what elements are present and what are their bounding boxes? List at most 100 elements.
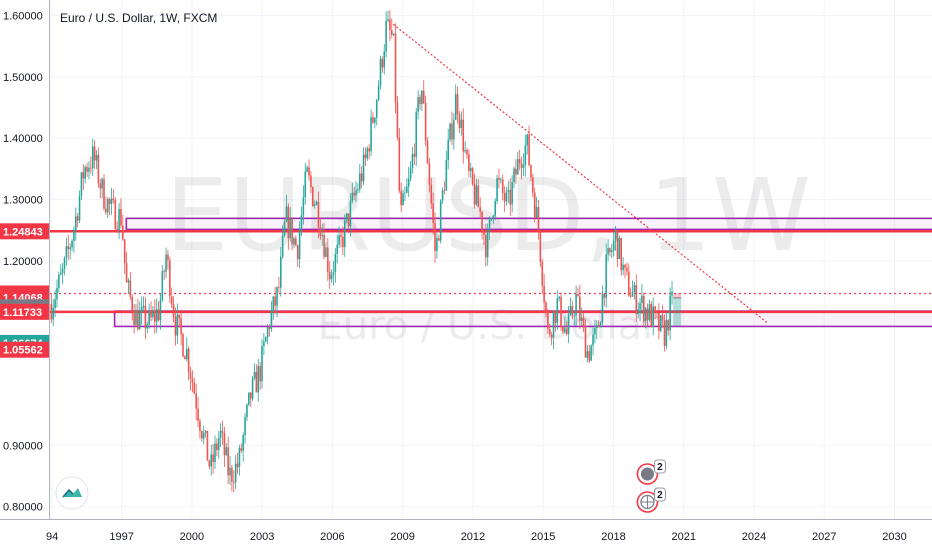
candle-body [323,235,325,257]
candle-body [127,280,130,283]
candle-body [475,185,478,205]
candle-body [573,315,576,317]
tradingview-logo[interactable] [55,476,89,510]
candle-body [492,215,495,218]
candle-body [432,203,434,223]
candle-body [351,192,354,201]
candle-body [413,153,416,157]
candle-body [648,303,651,320]
candle-body [607,248,609,255]
candle-body [244,417,246,436]
candle-body [646,308,649,320]
candle-body [54,299,56,308]
candle-body [353,192,355,196]
candle-body [281,235,284,257]
candle-body [74,216,77,230]
candle-body [246,404,248,418]
candle-body [155,309,158,322]
earnings-icon[interactable]: 2 [636,487,666,513]
candle-body [330,274,333,280]
candle-body [345,213,348,221]
candle-body [274,296,276,306]
candle-body [516,159,519,175]
candle-body [91,146,94,169]
candle-body [257,366,260,393]
y-tick-label: 1.60000 [3,10,43,22]
candle-body [296,245,299,260]
event-markers[interactable]: 22 [636,459,666,513]
candle-body [577,294,579,297]
candle-body [315,201,318,205]
x-axis-ticks: 94 1997 2000 2003 2006 2009 2012 2015 2018 2021 20… [46,531,907,543]
candle-body [407,178,410,187]
candle-body [635,285,638,315]
candle-body [528,134,530,166]
price-tag: 1.11733 [0,303,49,320]
candle-body [180,318,182,335]
candle-body [110,198,113,204]
candle-body [599,322,602,328]
candle-body [639,303,641,310]
candle-body [547,311,549,329]
candle-body [374,117,376,123]
candle-body [456,94,459,115]
candle-body [116,228,118,231]
candle-body [554,311,557,323]
axes [0,0,932,520]
candle-body [543,285,545,303]
y-tick-label: 0.90000 [3,440,43,452]
candle-body [622,264,624,271]
candle-body [513,168,515,183]
dividend-icon[interactable]: 2 [636,459,666,485]
candles [50,10,673,493]
candle-body [441,190,444,201]
candle-body [189,372,192,379]
horizontal-lines[interactable] [49,230,932,314]
candle-body [172,304,175,318]
candle-body [317,201,320,228]
candle-body [488,219,491,232]
candle-body [520,163,523,168]
candle-body [95,154,98,161]
candle-body [347,213,350,227]
candle-body [661,315,664,321]
candle-body [468,154,470,172]
candle-body [601,293,604,323]
candle-body [494,201,497,216]
candle-body [153,311,156,322]
candle-body [390,30,393,35]
candle-body [103,178,105,209]
candle-body [518,159,521,164]
candle-body [594,328,596,335]
candle-body [629,295,632,297]
candle-body [379,58,382,86]
candle-body [377,85,380,101]
candle-body [185,348,188,360]
candle-body [261,346,263,382]
candle-body [208,460,211,467]
candle-body [447,139,449,160]
candle-body [178,314,181,319]
candle-body [204,430,207,433]
candle-body [669,295,671,331]
candle-body [580,317,583,321]
candle-body [216,443,218,450]
candle-body [511,182,513,205]
candle-body [157,309,160,321]
candle-body [387,19,389,21]
candle-body [588,351,591,361]
candle-body [624,264,626,268]
candle-body [99,183,102,189]
candle-body [479,207,481,212]
candle-body [515,168,517,175]
candle-body [658,312,660,331]
candle-body [500,179,502,181]
candle-body [328,271,331,280]
candle-body [355,190,357,196]
candle-body [238,448,241,468]
candle-body [112,198,115,201]
candle-body [366,148,369,159]
candle-body [372,117,374,123]
candle-body [569,306,572,315]
